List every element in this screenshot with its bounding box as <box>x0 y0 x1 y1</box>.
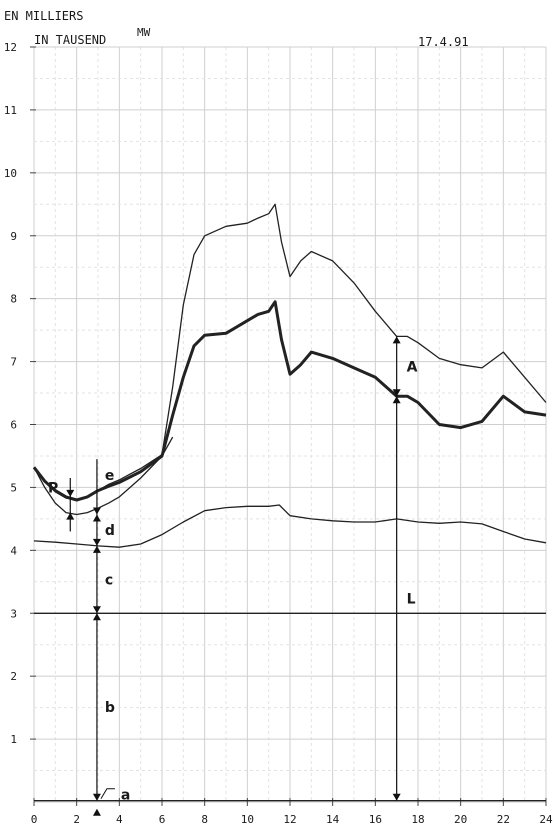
x-tick-label: 12 <box>283 813 296 826</box>
annotation-c: c <box>92 545 113 614</box>
annotation-P: P <box>48 477 75 532</box>
x-tick-label: 20 <box>454 813 467 826</box>
y-tick-label: 10 <box>4 167 17 180</box>
y-tick-label: 3 <box>10 607 17 620</box>
arrowhead <box>392 396 401 404</box>
x-tick-label: 8 <box>201 813 208 826</box>
annotation-label: c <box>105 573 113 589</box>
arrowhead <box>92 507 101 515</box>
x-tick-label: 4 <box>116 813 123 826</box>
arrowhead <box>92 808 101 816</box>
x-tick-label: 16 <box>369 813 382 826</box>
annotation-L: L <box>392 396 416 801</box>
series-group <box>32 203 547 802</box>
header-line2: IN TAUSEND <box>34 33 106 47</box>
annotation-label: P <box>48 480 58 496</box>
arrowhead <box>92 613 101 621</box>
header-date: 17.4.91 <box>418 35 469 49</box>
annotation-label: d <box>105 523 115 539</box>
header-unit: MW <box>137 26 151 39</box>
arrowhead <box>66 489 75 497</box>
arrowhead <box>92 793 101 801</box>
arrowhead <box>92 545 101 553</box>
x-tick-label: 14 <box>326 813 340 826</box>
annotation-b: b <box>92 613 115 801</box>
annotation-e: e <box>92 459 115 515</box>
arrowhead <box>92 606 101 614</box>
x-tick-label: 22 <box>497 813 510 826</box>
annotation-label: b <box>105 700 115 716</box>
y-tick-label: 6 <box>10 419 17 432</box>
annotation-A: A <box>392 336 418 397</box>
annotation-label: A <box>407 359 418 375</box>
annotation-label: L <box>407 591 416 607</box>
series-line-3 <box>33 436 174 516</box>
arrowhead <box>392 793 401 801</box>
annotation-label: a <box>121 788 130 804</box>
annotations: Pe d c b a A L <box>48 336 418 816</box>
annotation-leader <box>100 788 115 799</box>
y-tick-label: 1 <box>10 733 17 746</box>
x-tick-label: 2 <box>73 813 80 826</box>
series-line-2 <box>32 300 547 502</box>
annotation-a: a <box>92 788 130 816</box>
y-tick-label: 7 <box>10 356 17 369</box>
header-line1: EN MILLIERS <box>4 9 83 23</box>
x-tick-label: 6 <box>159 813 166 826</box>
arrowhead <box>92 514 101 522</box>
x-tick-label: 10 <box>241 813 254 826</box>
y-tick-label: 4 <box>10 544 17 557</box>
x-tick-label: 24 <box>539 813 553 826</box>
y-tick-label: 12 <box>4 41 17 54</box>
arrowhead <box>92 538 101 546</box>
y-tick-label: 8 <box>10 293 17 306</box>
y-tick-label: 9 <box>10 230 17 243</box>
arrowhead <box>392 389 401 397</box>
arrowhead <box>66 512 75 520</box>
x-tick-label: 0 <box>31 813 38 826</box>
x-tick-label: 18 <box>411 813 424 826</box>
annotation-label: e <box>105 468 115 484</box>
series-line-4 <box>33 504 547 548</box>
y-tick-label: 11 <box>4 104 17 117</box>
y-tick-label: 5 <box>10 481 17 494</box>
y-tick-label: 2 <box>10 670 17 683</box>
arrowhead <box>392 336 401 344</box>
annotation-d: d <box>92 514 115 546</box>
